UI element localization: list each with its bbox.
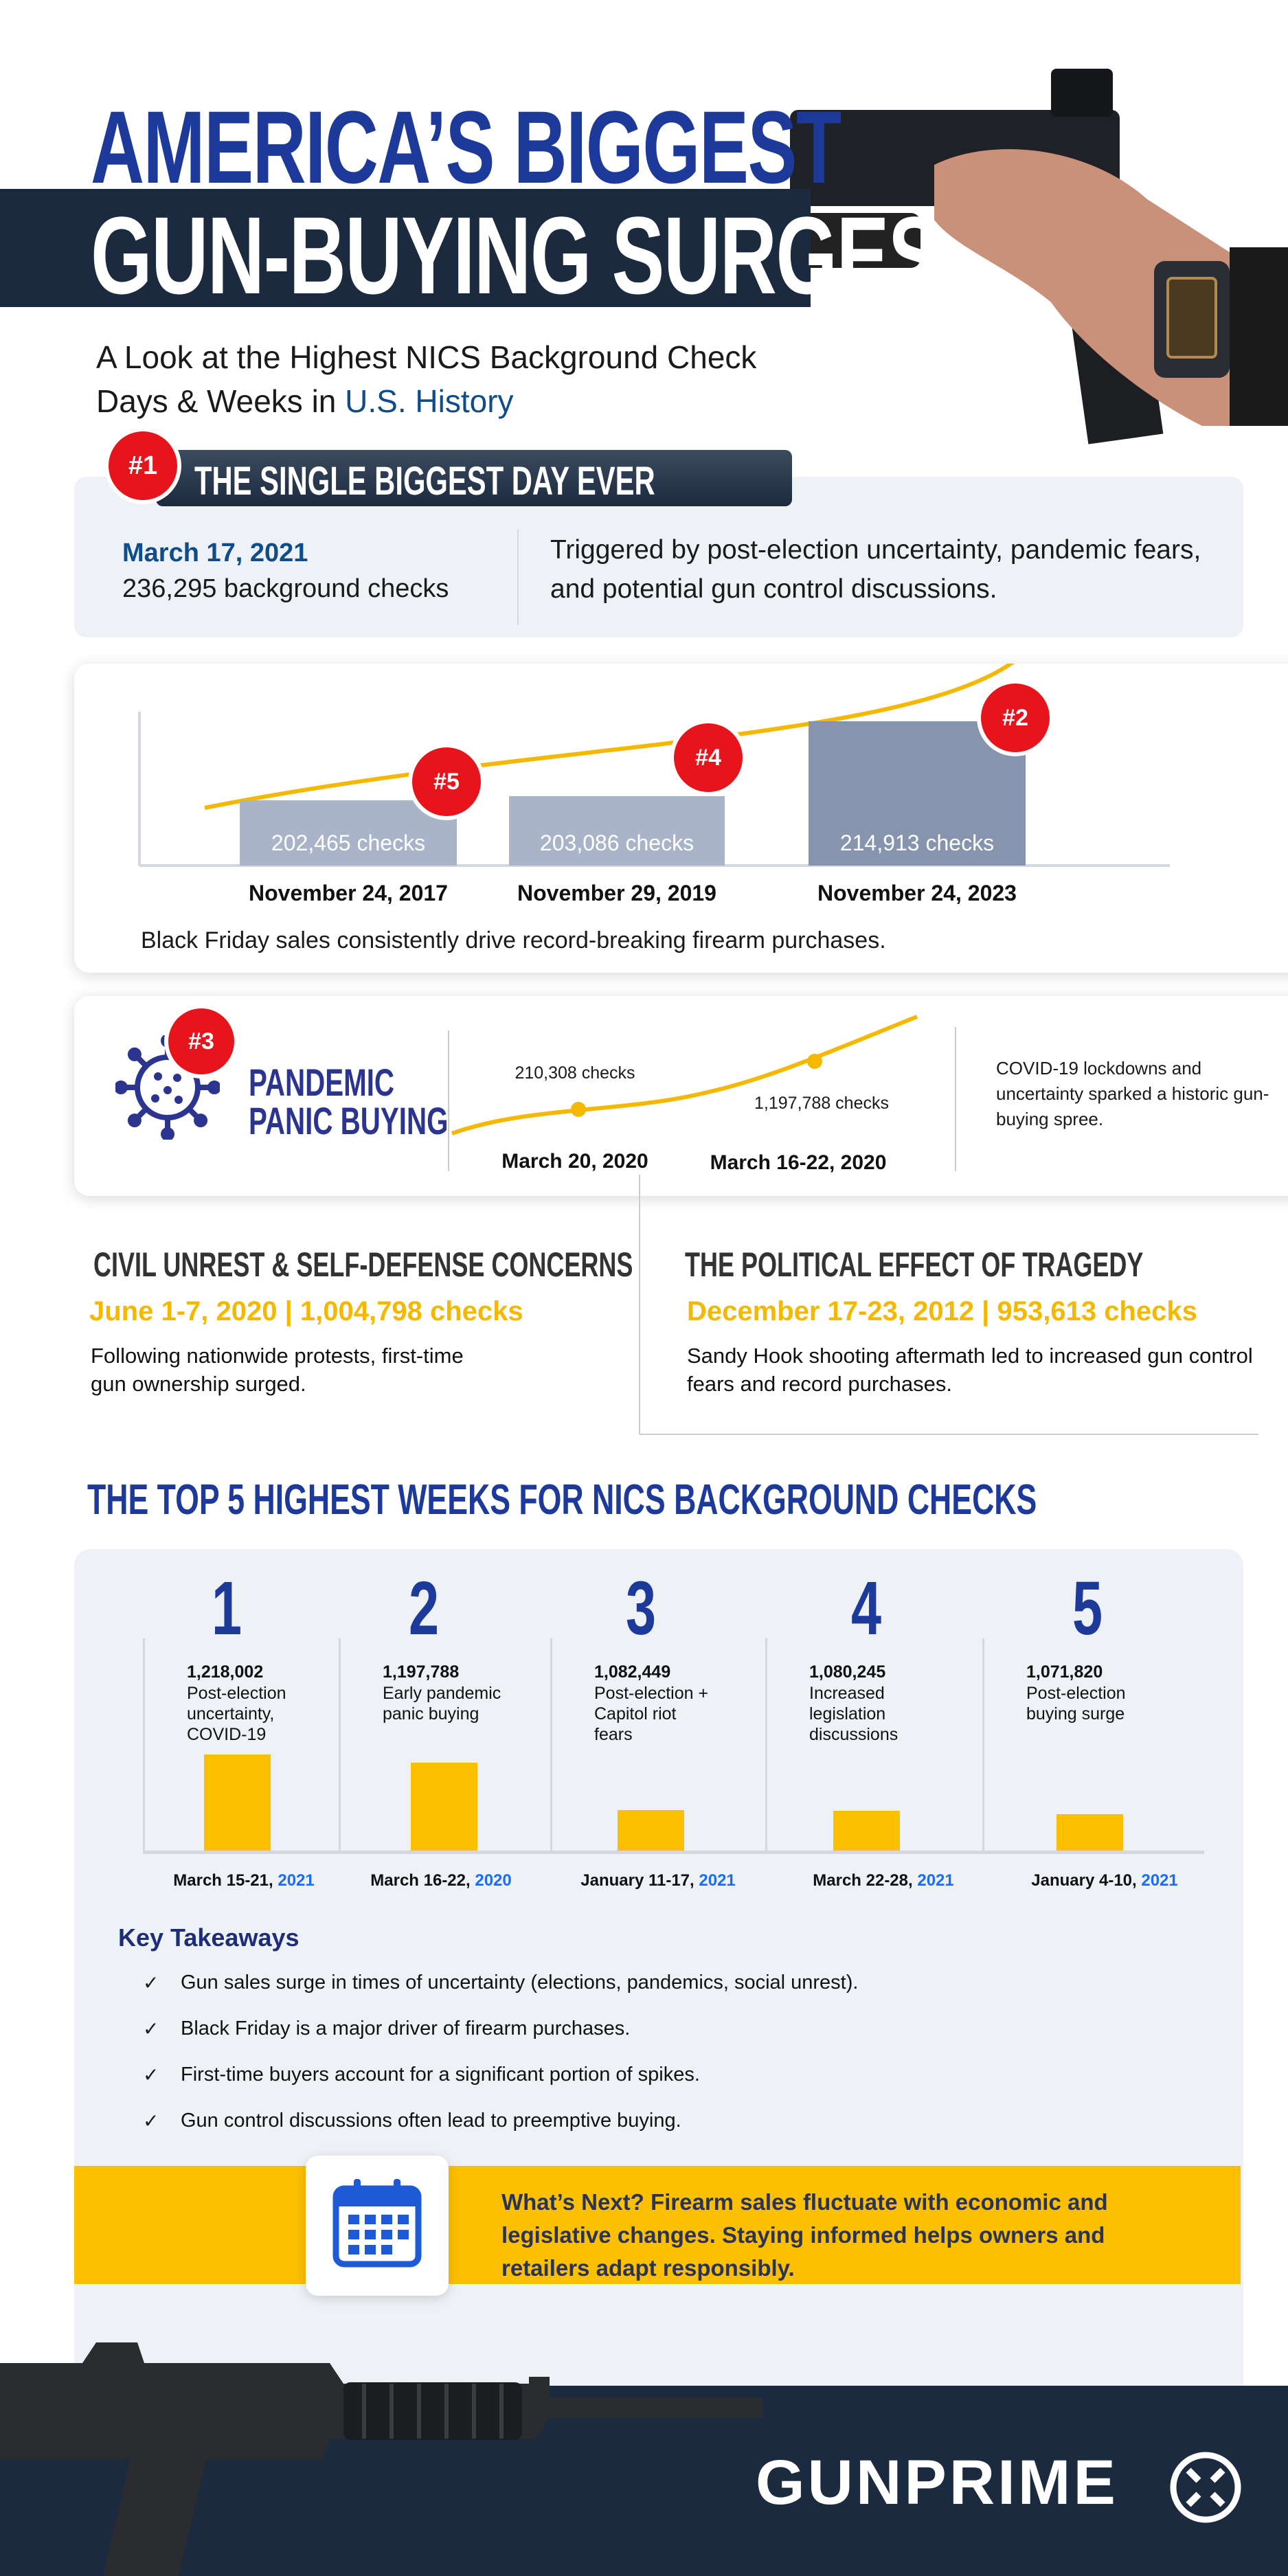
tragedy-description: Sandy Hook shooting aftermath led to inc…: [687, 1344, 1253, 1396]
black-friday-date: November 24, 2017: [249, 881, 448, 905]
check-icon: ✓: [143, 2064, 159, 2086]
black-friday-date: November 29, 2019: [517, 881, 716, 905]
biggest-day-date: March 17, 2021: [122, 539, 308, 567]
crosshair-logo-icon: [1170, 2452, 1241, 2523]
takeaway-item: First-time buyers account for a signific…: [181, 2064, 700, 2086]
title-band: [0, 189, 811, 307]
calendar-card: [306, 2156, 449, 2296]
brand-logo-text: GUNPRIME: [756, 2448, 1118, 2518]
subtitle-highlight: U.S. History: [345, 383, 514, 419]
rifle-image: [0, 2342, 762, 2576]
black-friday-bar: 214,913 checks: [809, 721, 1026, 866]
divider: [517, 529, 519, 625]
pandemic-point-1-date: March 20, 2020: [501, 1150, 648, 1173]
takeaway-item: Black Friday is a major driver of firear…: [181, 2018, 631, 2040]
divider: [448, 1030, 449, 1171]
rank-badge-1: #1: [109, 431, 177, 500]
civil-unrest-description: Following nationwide protests, first-tim…: [91, 1344, 464, 1396]
pandemic-point-1: [571, 1102, 586, 1117]
pandemic-line-chart: [451, 1015, 918, 1136]
civil-unrest-stat: June 1-7, 2020 | 1,004,798 checks: [89, 1296, 523, 1326]
pandemic-description: COVID-19 lockdowns and uncertainty spark…: [996, 1058, 1269, 1129]
takeaway-item: Gun sales surge in times of uncertainty …: [181, 1971, 859, 1993]
top5-baseline: [143, 1851, 1204, 1854]
takeaways-heading: Key Takeaways: [118, 1923, 300, 1952]
pandemic-heading-line2: PANIC BUYING: [249, 1099, 449, 1142]
check-icon: ✓: [143, 1972, 159, 1993]
pistol-in-hand-image: [783, 69, 1288, 444]
page-title-line1: AMERICA’S BIGGEST: [91, 89, 841, 205]
tragedy-stat: December 17-23, 2012 | 953,613 checks: [687, 1296, 1197, 1326]
divider: [640, 1434, 1258, 1435]
page-title-line2: GUN-BUYING SURGES: [91, 194, 941, 317]
subtitle-line1: A Look at the Highest NICS Background Ch…: [96, 339, 757, 375]
biggest-day-description: Triggered by post-election uncertainty, …: [550, 535, 1201, 604]
biggest-day-heading: THE SINGLE BIGGEST DAY EVER: [194, 459, 655, 504]
pandemic-point-2: [807, 1054, 822, 1069]
calendar-icon: [332, 2179, 422, 2268]
pandemic-heading: PANDEMIC PANIC BUYING: [249, 1063, 526, 1140]
pandemic-heading-line1: PANDEMIC: [249, 1061, 395, 1104]
divider: [639, 1175, 640, 1434]
subtitle: A Look at the Highest NICS Background Ch…: [96, 335, 756, 423]
divider: [955, 1027, 956, 1171]
civil-unrest-heading: CIVIL UNREST & SELF-DEFENSE CONCERNS: [93, 1245, 633, 1284]
biggest-day-banner: THE SINGLE BIGGEST DAY EVER: [156, 450, 792, 506]
pandemic-point-2-label: 1,197,788 checks: [754, 1094, 889, 1113]
tragedy-heading: THE POLITICAL EFFECT OF TRAGEDY: [685, 1245, 1144, 1284]
pandemic-point-2-date: March 16-22, 2020: [710, 1151, 887, 1174]
rank-badge: #5: [412, 747, 481, 816]
black-friday-bar: 202,465 checks: [240, 800, 457, 866]
rank-badge-3: #3: [168, 1008, 234, 1074]
black-friday-bar: 203,086 checks: [509, 796, 725, 866]
whats-next-banner: [74, 2166, 1241, 2284]
biggest-day-checks: 236,295 background checks: [122, 574, 449, 603]
rank-badge: #4: [674, 723, 743, 792]
check-icon: ✓: [143, 2110, 159, 2132]
whats-next-text: What’s Next? Firearm sales fluctuate wit…: [501, 2189, 1108, 2281]
takeaway-item: Gun control discussions often lead to pr…: [181, 2110, 681, 2132]
black-friday-date: November 24, 2023: [817, 881, 1017, 905]
black-friday-caption: Black Friday sales consistently drive re…: [141, 927, 886, 953]
rank-badge: #2: [981, 683, 1050, 752]
subtitle-line2: Days & Weeks in: [96, 383, 346, 419]
top5-heading: THE TOP 5 HIGHEST WEEKS FOR NICS BACKGRO…: [87, 1476, 1037, 1524]
pandemic-point-1-label: 210,308 checks: [515, 1063, 635, 1083]
pandemic-trend-line: [451, 1015, 918, 1136]
check-icon: ✓: [143, 2018, 159, 2040]
